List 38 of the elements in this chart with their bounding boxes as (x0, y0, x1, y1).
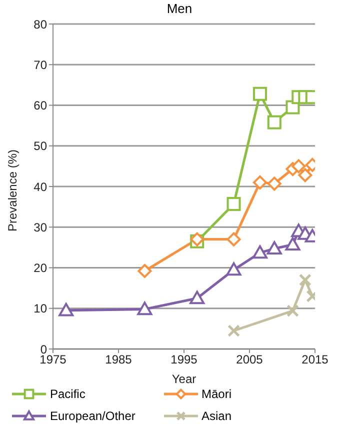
point (298, 168, 312, 182)
x-tick-label: 1985 (105, 352, 132, 367)
chart-title: Men (166, 1, 194, 16)
y-tick-label: 70 (34, 58, 48, 72)
y-tick-label: 50 (34, 139, 48, 154)
x-axis-title: Year (172, 372, 196, 386)
y-tick-label: 20 (34, 261, 48, 276)
y-axis-title: Prevalence (%) (5, 149, 20, 232)
point (285, 237, 300, 250)
point (266, 241, 282, 255)
point (252, 86, 267, 101)
point (58, 302, 74, 316)
legend-label: European/Other (50, 409, 136, 423)
legend-label: Asian (202, 409, 232, 423)
x-tick-label: 1995 (170, 352, 198, 367)
point (190, 290, 205, 304)
y-tick-label: 80 (34, 17, 48, 32)
point (138, 264, 152, 278)
legend-label: Māori (202, 387, 232, 401)
y-tick-label: 30 (34, 220, 48, 234)
legend-label: Pacific (50, 387, 86, 401)
y-tick-label: 40 (34, 180, 48, 194)
point (298, 274, 312, 286)
point (292, 159, 306, 174)
y-tick-label: 10 (34, 302, 48, 316)
point (137, 302, 152, 316)
x-tick-label: 2015 (302, 352, 329, 367)
point (228, 324, 240, 337)
point (226, 232, 241, 246)
point (252, 175, 267, 190)
point (286, 304, 299, 318)
point (267, 176, 282, 191)
point (226, 196, 241, 211)
x-tick-label: 2005 (236, 352, 264, 367)
point (226, 262, 242, 276)
y-tick-label: 60 (34, 98, 48, 113)
point (267, 115, 282, 130)
point (252, 245, 268, 259)
